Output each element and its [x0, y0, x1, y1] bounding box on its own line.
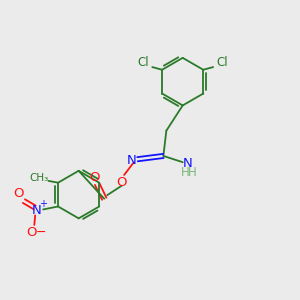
- Text: O: O: [14, 187, 24, 200]
- Text: +: +: [39, 200, 47, 209]
- Text: O: O: [116, 176, 127, 189]
- Text: CH₃: CH₃: [29, 173, 48, 183]
- Text: H: H: [188, 167, 197, 179]
- Text: O: O: [27, 226, 37, 239]
- Text: H: H: [180, 167, 189, 179]
- Text: N: N: [182, 157, 192, 170]
- Text: N: N: [32, 204, 41, 218]
- Text: −: −: [36, 226, 46, 239]
- Text: Cl: Cl: [138, 56, 149, 69]
- Text: O: O: [89, 171, 100, 184]
- Text: Cl: Cl: [216, 56, 228, 69]
- Text: N: N: [127, 154, 136, 167]
